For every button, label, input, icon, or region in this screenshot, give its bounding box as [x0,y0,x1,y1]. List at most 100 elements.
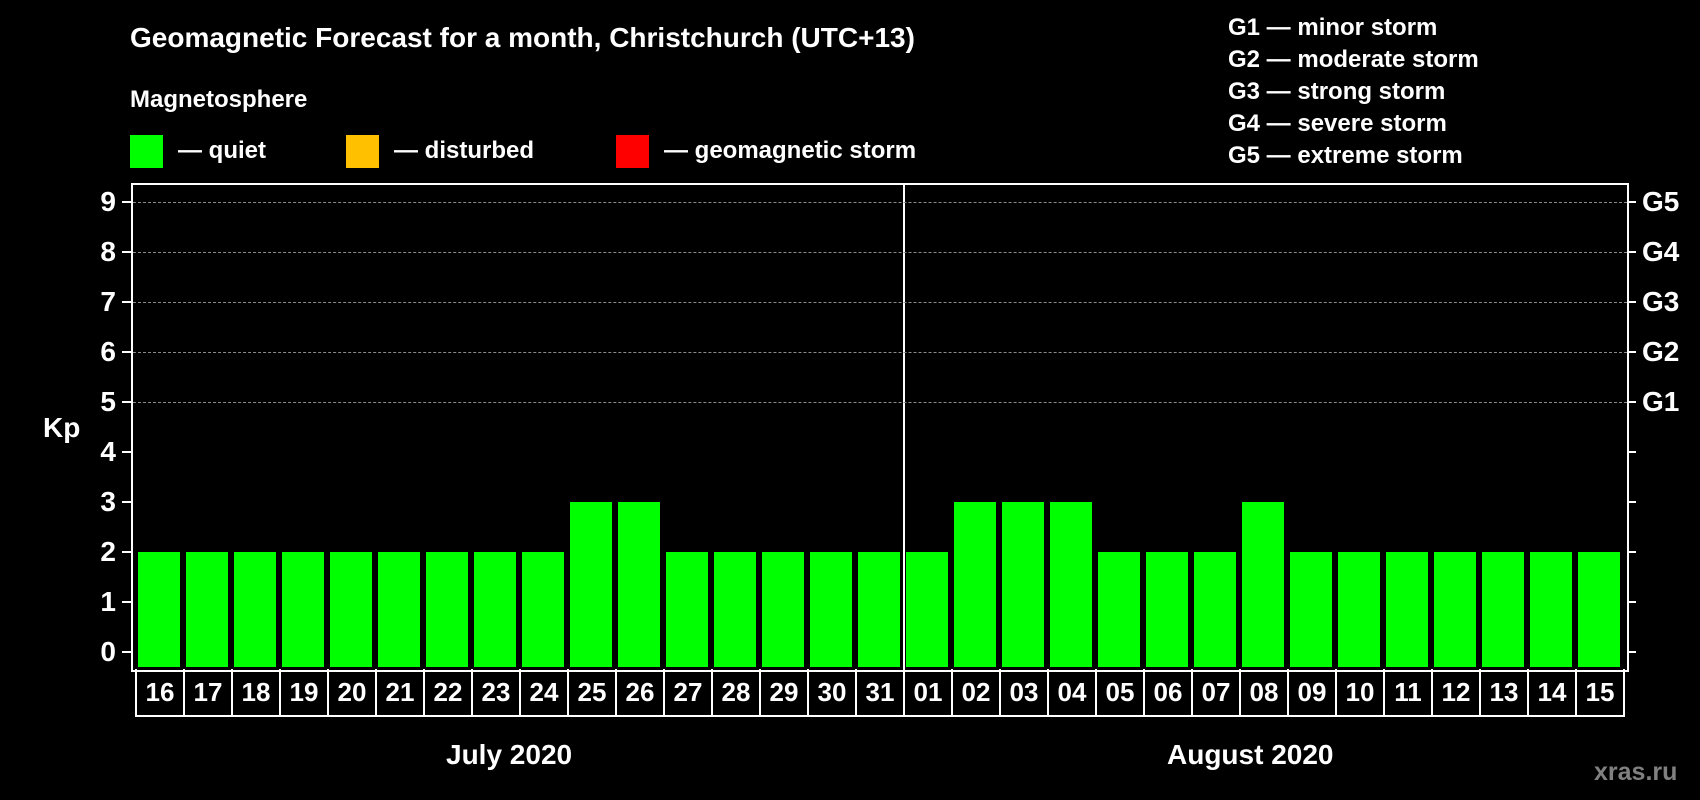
storm-level-g5: G5 — extreme storm [1228,142,1463,169]
date-cell: 31 [855,669,903,715]
date-cell: 12 [1431,669,1479,715]
legend-swatch-storm [616,134,649,168]
date-cell: 15 [1575,669,1623,715]
y-tick-label: 0 [100,636,116,667]
date-cell: 26 [615,669,663,715]
bar-10 [1338,552,1380,667]
y-tick-label: 7 [100,286,116,317]
bar-24 [522,552,564,667]
date-cell: 22 [423,669,471,715]
legend-quiet: — quiet [130,134,266,168]
bar-07 [1194,552,1236,667]
date-cell: 03 [999,669,1047,715]
date-cell: 05 [1095,669,1143,715]
date-cell: 19 [279,669,327,715]
bar-13 [1482,552,1524,667]
y-axis-label: Kp [43,412,81,443]
y-tick-left [122,451,131,453]
legend-label-disturbed: — disturbed [394,137,535,164]
y-tick-label: 8 [100,236,116,267]
y-tick-right [1627,451,1636,453]
storm-level-g4: G4 — severe storm [1228,110,1447,137]
y-tick-right [1627,201,1636,203]
y-tick-right [1627,301,1636,303]
bar-21 [378,552,420,667]
bar-08 [1242,502,1284,667]
storm-axis-label-g2: G2 [1642,336,1680,367]
date-cell: 10 [1335,669,1383,715]
y-tick-label: 4 [100,436,116,467]
y-tick-right [1627,501,1636,503]
bar-09 [1290,552,1332,667]
date-cell: 25 [567,669,615,715]
date-cell: 01 [903,669,951,715]
bar-03 [1002,502,1044,667]
bar-11 [1386,552,1428,667]
legend-label-storm: — geomagnetic storm [664,137,917,164]
chart-title: Geomagnetic Forecast for a month, Christ… [130,22,915,53]
y-tick-left [122,551,131,553]
date-cell: 14 [1527,669,1575,715]
gridline-g2 [133,352,1627,353]
y-tick-label: 1 [100,586,116,617]
y-tick-right [1627,401,1636,403]
bar-27 [666,552,708,667]
y-tick-left [122,251,131,253]
date-cell: 16 [145,677,175,707]
legend-disturbed: — disturbed [346,134,534,168]
bar-30 [810,552,852,667]
y-tick-label: 9 [100,186,116,217]
month-label-august: August 2020 [1167,739,1334,770]
date-cell: 07 [1191,669,1239,715]
y-tick-left [122,651,131,653]
y-tick-label: 3 [100,486,116,517]
date-cell: 09 [1287,669,1335,715]
gridline-g5 [133,202,1627,203]
bar-15 [1578,552,1620,667]
bar-19 [282,552,324,667]
legend-swatch-disturbed [346,134,379,168]
y-tick-left [122,501,131,503]
y-tick-right [1627,551,1636,553]
plot-area [131,183,1629,672]
bar-06 [1146,552,1188,667]
storm-axis-label-g4: G4 [1642,236,1680,267]
date-cell: 17 [183,669,231,715]
date-cell: 13 [1479,669,1527,715]
legend-swatch-quiet [130,134,163,168]
y-tick-label: 6 [100,336,116,367]
watermark: xras.ru [1594,758,1678,786]
date-cell: 23 [471,669,519,715]
gridline-g4 [133,252,1627,253]
bar-16 [138,552,180,667]
date-cell: 27 [663,669,711,715]
date-cell: 11 [1383,669,1431,715]
bar-23 [474,552,516,667]
y-tick-left [122,401,131,403]
date-row: 16 17 18 19 20 21 22 23 24 25 26 27 28 29 30 31 01 02 03 04… [135,669,1625,717]
bar-12 [1434,552,1476,667]
bar-04 [1050,502,1092,667]
bar-01 [906,552,948,667]
date-cell: 21 [375,669,423,715]
bar-20 [330,552,372,667]
bar-28 [714,552,756,667]
y-tick-left [122,301,131,303]
y-tick-right [1627,651,1636,653]
y-tick-left [122,351,131,353]
bar-17 [186,552,228,667]
date-cell: 29 [759,669,807,715]
storm-axis-label-g5: G5 [1642,186,1680,217]
y-tick-right [1627,251,1636,253]
bar-29 [762,552,804,667]
storm-level-g1: G1 — minor storm [1228,14,1438,41]
chart-subtitle: Magnetosphere [130,86,308,113]
y-tick-right [1627,351,1636,353]
legend-label-quiet: — quiet [178,137,266,164]
storm-level-g2: G2 — moderate storm [1228,46,1479,73]
storm-axis-label-g1: G1 [1642,386,1680,417]
storm-level-g3: G3 — strong storm [1228,78,1446,105]
y-tick-right [1627,601,1636,603]
date-cell: 08 [1239,669,1287,715]
bar-25 [570,502,612,667]
